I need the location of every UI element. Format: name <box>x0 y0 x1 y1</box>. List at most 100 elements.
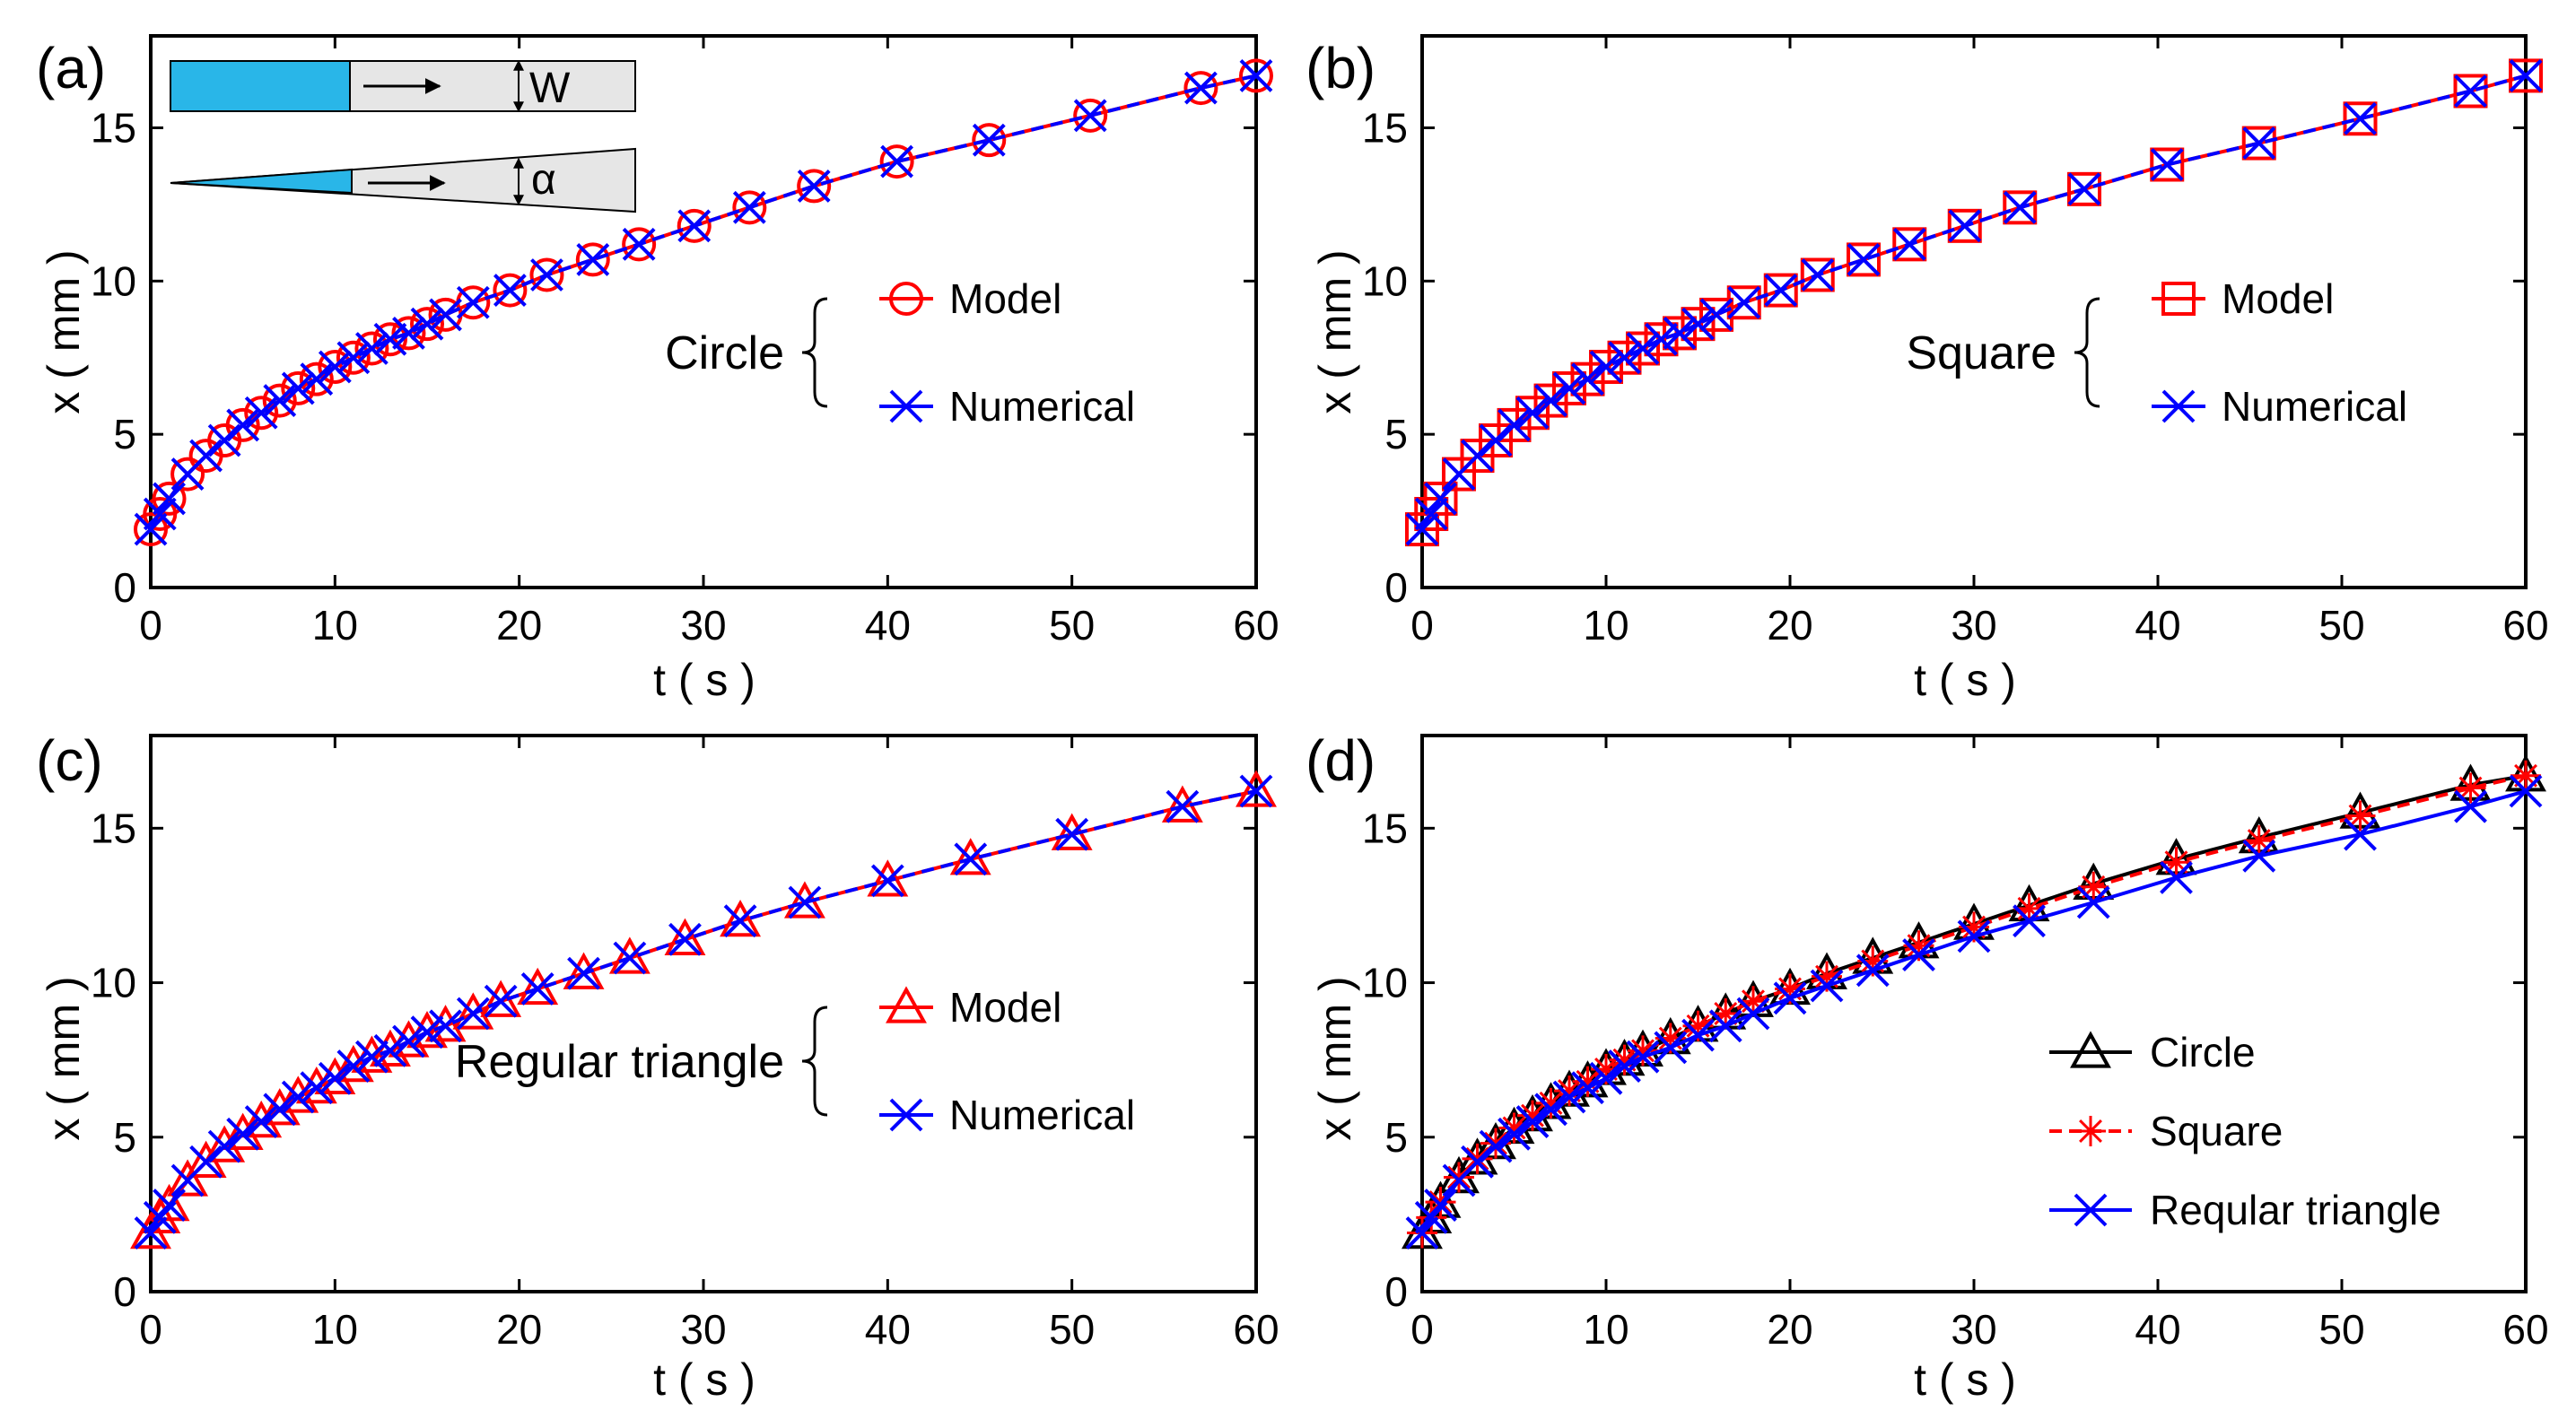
data-point <box>139 1196 181 1233</box>
data-point <box>1591 1054 1621 1084</box>
data-point <box>244 1105 278 1138</box>
data-point <box>391 316 426 351</box>
series-numerical <box>1405 59 2543 546</box>
data-point <box>1773 981 1807 1015</box>
data-point <box>1535 1087 1567 1119</box>
data-point <box>153 482 186 516</box>
data-point <box>677 209 712 243</box>
legend-marker <box>2161 282 2196 316</box>
data-point <box>1552 1080 1586 1114</box>
data-point <box>1589 350 1623 384</box>
legend-marker <box>886 986 927 1023</box>
series-line <box>149 789 1257 1234</box>
legend-entry-label: Model <box>949 984 1061 1031</box>
data-point <box>1663 317 1697 350</box>
data-point <box>1708 1009 1742 1043</box>
y-tick-label: 5 <box>113 411 136 457</box>
series-line <box>1420 773 2527 1234</box>
data-point <box>143 497 177 531</box>
legend: Regular triangle Model Numerical <box>455 984 1135 1138</box>
y-axis-label: x ( mm ) <box>39 976 89 1140</box>
y-tick-label: 0 <box>113 1268 136 1315</box>
legend-entry-label: Square <box>2150 1108 2283 1154</box>
data-point <box>529 257 564 292</box>
data-point <box>2242 839 2276 873</box>
data-point <box>148 1183 190 1222</box>
data-point <box>1497 407 1532 442</box>
data-point <box>1424 1189 1457 1222</box>
data-point <box>372 322 407 357</box>
plot-frame <box>149 34 1258 589</box>
data-point <box>134 1216 168 1250</box>
data-point <box>410 307 444 342</box>
data-point <box>354 331 389 366</box>
x-tick-label: 20 <box>496 1306 542 1353</box>
legend-brace <box>801 1006 828 1117</box>
x-tick-label: 20 <box>496 602 542 649</box>
data-point <box>244 396 279 431</box>
data-point <box>1957 919 1991 953</box>
data-point <box>1570 361 1605 396</box>
data-point <box>1681 307 1715 341</box>
legend-entry-label: Numerical <box>949 383 1135 430</box>
series-numerical <box>134 59 1273 546</box>
series-square <box>1407 760 2541 1249</box>
x-tick-label: 10 <box>312 1306 358 1353</box>
x-tick-label: 40 <box>865 1306 911 1353</box>
data-point <box>244 396 278 430</box>
data-point <box>1534 1093 1567 1127</box>
data-point <box>1166 789 1200 823</box>
data-point <box>1892 227 1927 262</box>
data-point <box>664 918 706 955</box>
legend-marker <box>2161 389 2196 423</box>
legend-brace <box>801 297 828 408</box>
x-tick-label: 30 <box>680 602 726 649</box>
panel-d: (d) x ( mm ) t ( s ) 0 10 20 30 40 50 60 0 5 10 15… <box>1305 728 2549 1405</box>
data-point <box>167 1159 209 1197</box>
data-point <box>530 258 563 292</box>
data-point <box>429 298 462 332</box>
data-point <box>1644 322 1679 357</box>
y-tick-label: 5 <box>1384 1114 1408 1161</box>
data-point <box>2454 74 2487 108</box>
data-point <box>1682 1010 1714 1041</box>
x-tick-label: 50 <box>1049 602 1095 649</box>
data-point <box>299 361 334 396</box>
data-point <box>1775 973 1805 1005</box>
data-point <box>207 423 241 457</box>
data-point <box>281 370 316 405</box>
data-point <box>1699 298 1733 332</box>
data-point <box>1903 930 1934 962</box>
y-tick-label: 0 <box>1384 1268 1408 1315</box>
data-point <box>1681 1018 1715 1052</box>
data-point <box>2076 885 2110 919</box>
data-point <box>1626 1040 1660 1074</box>
data-point <box>373 1033 407 1067</box>
panel-a: (a) x ( mm ) t ( s ) W α 0 10 20 30 40 50 60 0 5… <box>36 34 1279 705</box>
data-point <box>2013 892 2045 924</box>
data-point <box>225 407 260 442</box>
data-point <box>1423 481 1458 516</box>
data-point <box>1763 273 1798 308</box>
legend: Square Model Numerical <box>1906 275 2407 430</box>
y-tick-label: 10 <box>91 960 136 1006</box>
data-point <box>1405 512 1439 546</box>
data-point <box>1517 1100 1548 1131</box>
data-point <box>567 956 600 990</box>
data-point <box>1498 408 1531 442</box>
data-point <box>263 1093 297 1127</box>
data-point <box>1589 1061 1623 1095</box>
y-tick-label: 15 <box>91 805 136 851</box>
data-point <box>429 1009 462 1043</box>
x-tick-label: 0 <box>139 602 162 649</box>
data-point <box>2003 190 2037 224</box>
data-point <box>1654 1031 1688 1065</box>
x-tick-label: 40 <box>865 602 911 649</box>
data-point <box>1461 439 1494 473</box>
x-tick-label: 60 <box>1233 1306 1279 1353</box>
data-point <box>1055 817 1089 851</box>
series-line <box>1420 74 2527 531</box>
data-point <box>452 992 494 1030</box>
data-point <box>153 1189 186 1222</box>
data-point <box>1764 274 1798 307</box>
